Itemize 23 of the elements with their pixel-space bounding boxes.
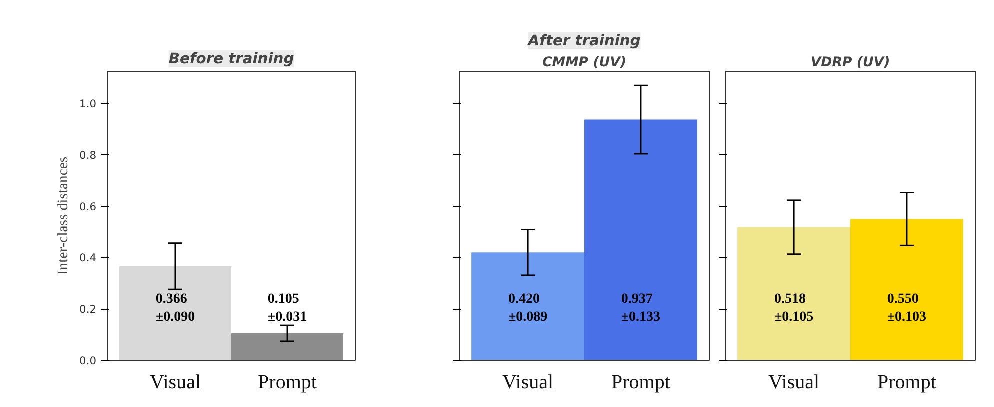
data-label: 0.937 ±0.133: [621, 292, 661, 325]
y-tick-label: 0.0: [80, 354, 97, 368]
data-label: 0.366 ±0.090: [156, 292, 196, 325]
x-tick-label: Visual: [768, 372, 820, 394]
data-label: 0.420 ±0.089: [508, 292, 548, 325]
y-tick-label: 0.2: [80, 303, 97, 316]
data-label: 0.550 ±0.103: [887, 292, 927, 325]
chart-subtitle: VDRP (UV): [810, 56, 890, 70]
chart-title: Before training: [168, 50, 294, 68]
data-label: 0.518 ±0.105: [774, 292, 814, 325]
chart-title: After training: [527, 32, 641, 50]
y-tick-label: 0.6: [80, 200, 97, 214]
x-tick-label: Prompt: [612, 372, 671, 394]
x-tick-label: Prompt: [258, 372, 318, 394]
x-tick-label: Visual: [502, 372, 554, 394]
y-tick-label: 0.4: [80, 252, 97, 265]
x-tick-label: Visual: [150, 372, 202, 394]
chart-subtitle: CMMP (UV): [542, 56, 627, 70]
data-label: 0.105 ±0.031: [268, 292, 308, 325]
x-tick-label: Prompt: [878, 372, 937, 394]
y-axis-title: Inter-class distances: [56, 156, 72, 276]
y-tick-label: 1.0: [80, 98, 97, 111]
y-tick-label: 0.8: [80, 148, 97, 162]
